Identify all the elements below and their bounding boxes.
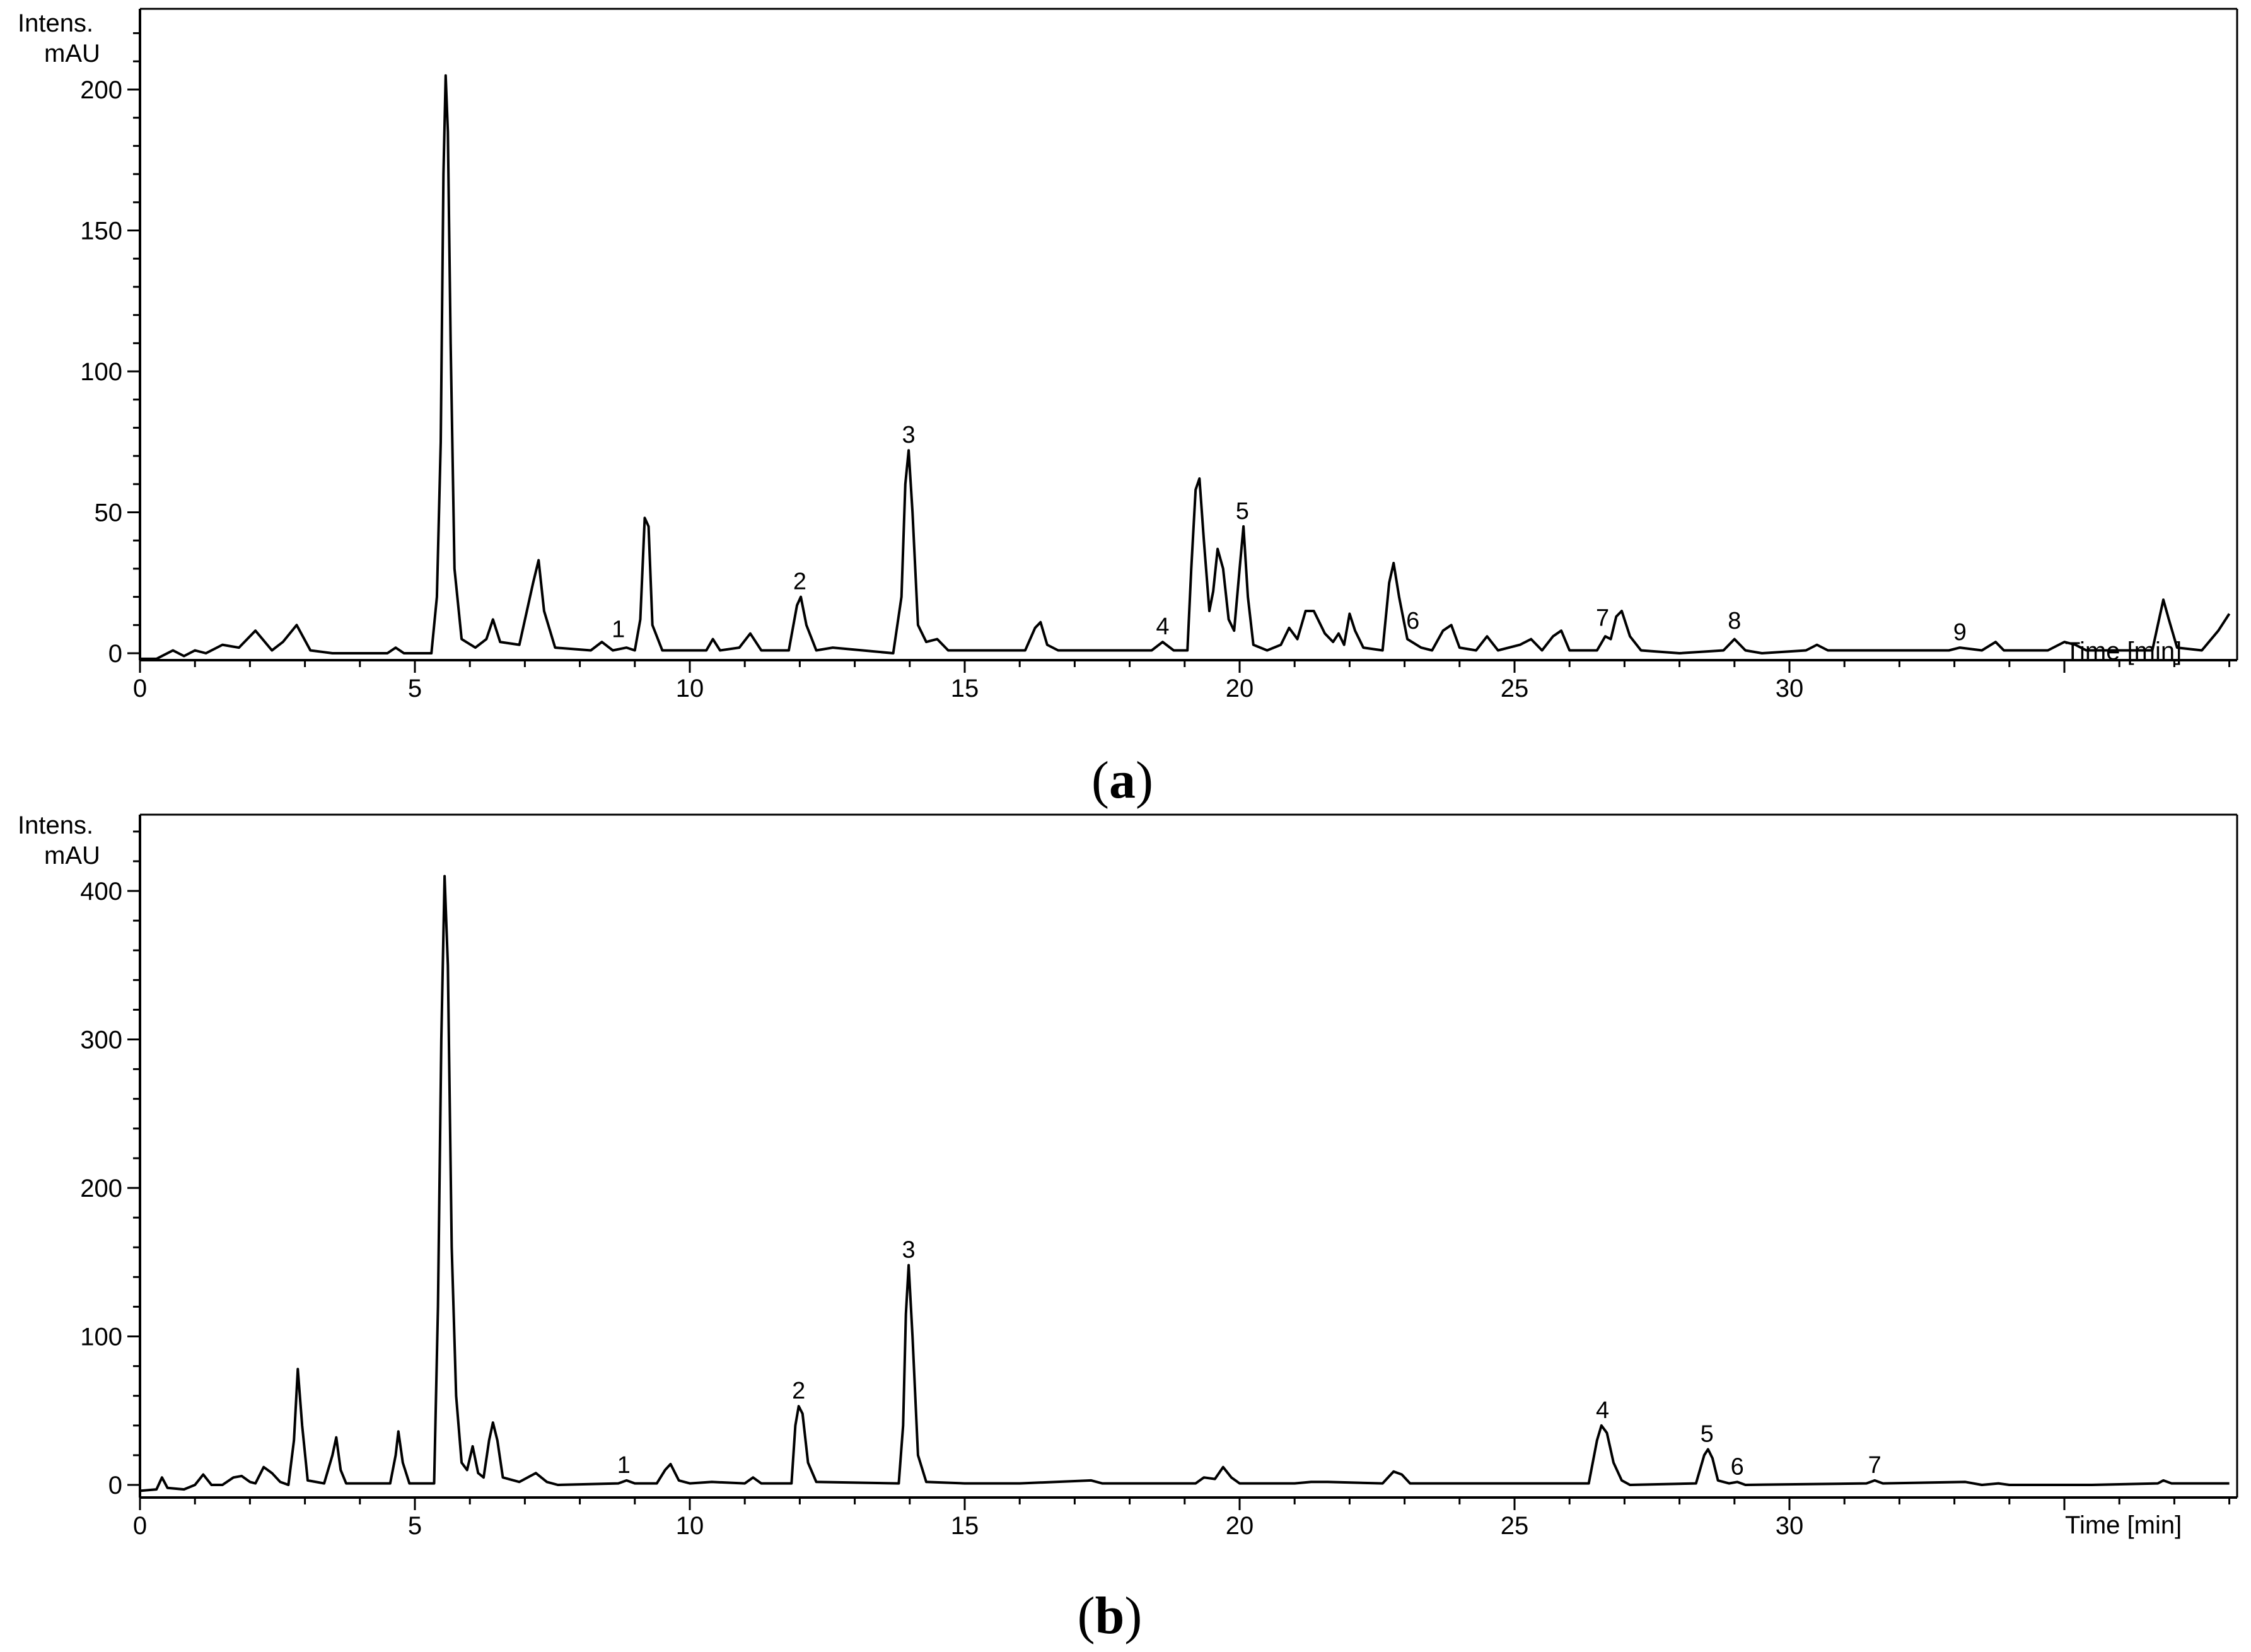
- peak-label: 9: [1953, 619, 1967, 646]
- peak-label: 2: [792, 1378, 805, 1404]
- peak-label: 4: [1156, 614, 1169, 640]
- y-tick-label: 200: [80, 76, 122, 104]
- peak-label: 6: [1731, 1453, 1744, 1480]
- x-tick-label: 20: [1226, 1512, 1254, 1540]
- peak-label: 1: [612, 617, 625, 643]
- peak-label: 5: [1701, 1421, 1714, 1447]
- y-tick-label: 300: [80, 1027, 122, 1054]
- peak-label: 6: [1406, 608, 1419, 634]
- y-axis-label-intens: Intens.: [18, 811, 93, 839]
- y-tick-label: 400: [80, 878, 122, 905]
- y-tick-label: 0: [108, 1472, 122, 1499]
- peak-label: 4: [1596, 1397, 1609, 1424]
- peak-label: 3: [902, 1236, 915, 1263]
- peak-label: 7: [1596, 605, 1609, 632]
- y-axis-label-unit: mAU: [44, 842, 100, 870]
- peak-label: 5: [1236, 498, 1249, 525]
- x-tick-label: 30: [1776, 675, 1804, 702]
- peak-label: 3: [902, 422, 915, 448]
- y-tick-label: 150: [80, 218, 122, 245]
- y-axis-label-intens: Intens.: [18, 9, 93, 37]
- x-tick-label: 20: [1226, 675, 1254, 702]
- x-tick-label: 10: [676, 1512, 704, 1540]
- x-tick-label: 25: [1501, 675, 1529, 702]
- x-tick-label: 0: [133, 1512, 147, 1540]
- x-tick-label: 30: [1776, 1512, 1804, 1540]
- x-axis-label: Time [min]: [2065, 1511, 2182, 1539]
- peak-label: 2: [793, 569, 806, 595]
- x-tick-label: 5: [408, 675, 422, 702]
- peak-label: 1: [617, 1452, 631, 1479]
- panel-caption: (a): [1091, 751, 1153, 810]
- peak-label: 8: [1728, 608, 1741, 634]
- chromatogram-trace: [140, 74, 2231, 660]
- y-tick-label: 0: [108, 640, 122, 668]
- panel-b: Intens. mAU Time [min] (b) 0100200300400…: [18, 811, 2238, 1645]
- y-tick-label: 100: [80, 358, 122, 386]
- y-tick-label: 100: [80, 1323, 122, 1351]
- panel-a: Intens. mAU Time [min] (a) 0501001502000…: [18, 8, 2238, 810]
- y-tick-label: 200: [80, 1175, 122, 1202]
- x-tick-label: 0: [133, 675, 147, 702]
- y-tick-label: 50: [95, 499, 123, 527]
- panel-caption: (b): [1078, 1586, 1143, 1645]
- y-axis-label-unit: mAU: [44, 40, 100, 67]
- x-tick-label: 10: [676, 675, 704, 702]
- peak-label: 7: [1868, 1452, 1882, 1479]
- x-tick-label: 15: [951, 1512, 979, 1540]
- x-tick-label: 5: [408, 1512, 422, 1540]
- x-tick-label: 15: [951, 675, 979, 702]
- chromatogram-trace: [139, 875, 2230, 1492]
- x-tick-label: 25: [1501, 1512, 1529, 1540]
